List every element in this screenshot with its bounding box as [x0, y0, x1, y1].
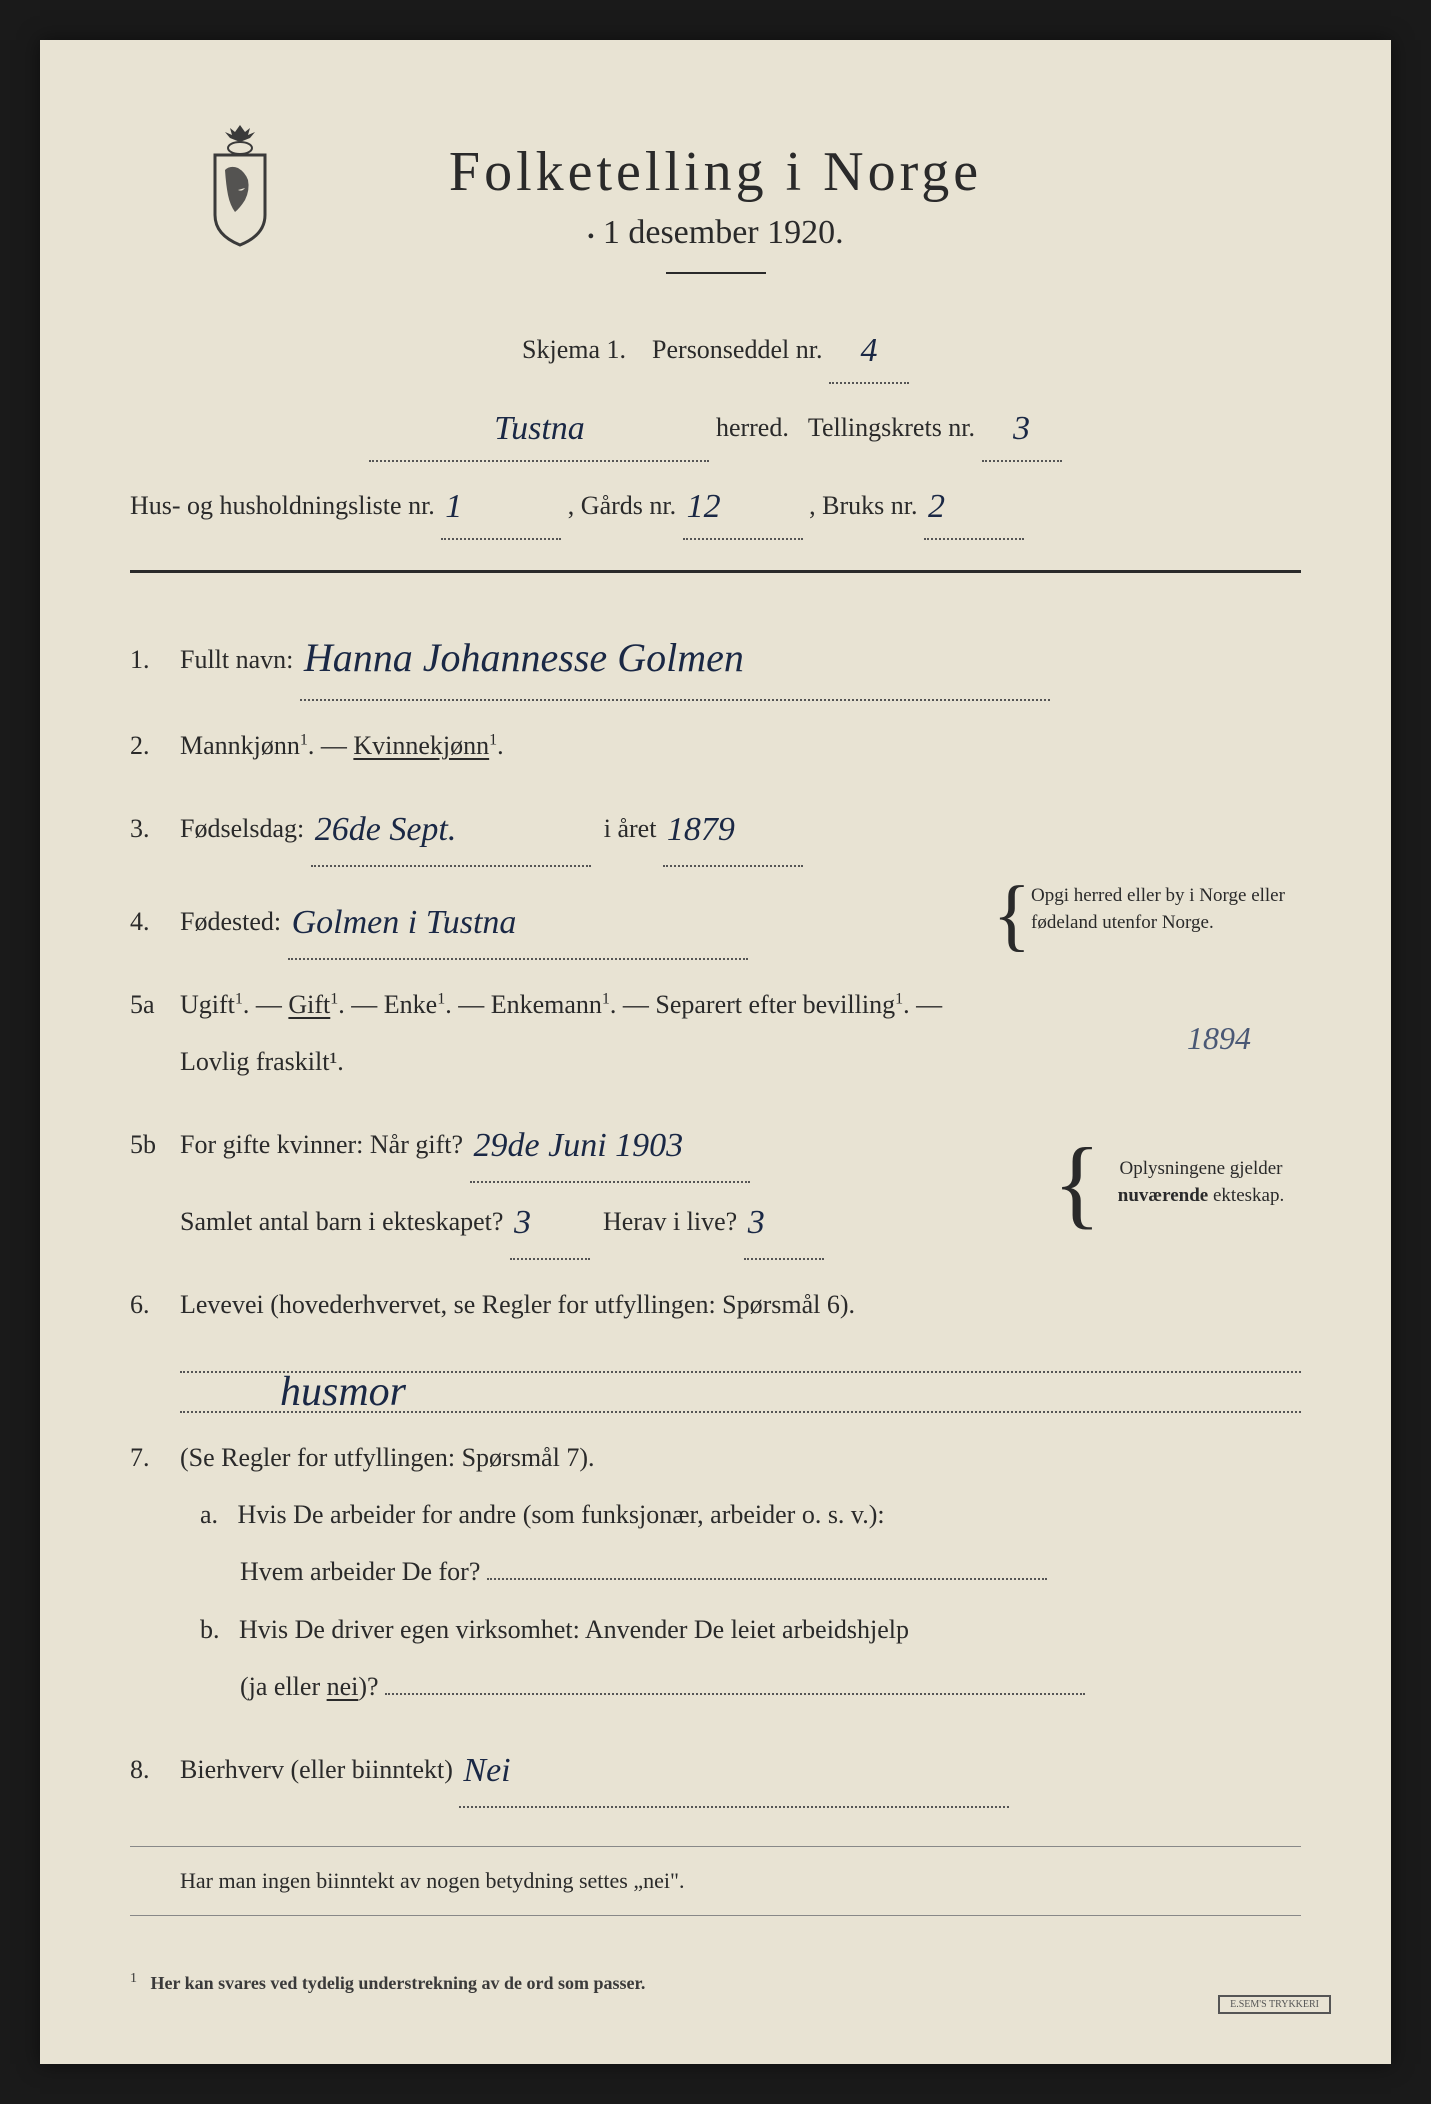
skjema-line: Skjema 1. Personseddel nr. 4: [130, 314, 1301, 384]
brace-icon: {: [993, 883, 1031, 947]
printer-stamp: E.SEM'S TRYKKERI: [1218, 1995, 1331, 2014]
form-header-section: Skjema 1. Personseddel nr. 4 Tustna herr…: [130, 314, 1301, 540]
row-5b-marriage: 5b For gifte kvinner: Når gift? 29de Jun…: [130, 1098, 1301, 1268]
gards-field: 12: [683, 470, 803, 540]
hired-help-field: [385, 1693, 1085, 1695]
row-7b: b. Hvis De driver egen virksomhet: Anven…: [130, 1601, 1301, 1715]
row-7-employment: 7. (Se Regler for utfyllingen: Spørsmål …: [130, 1421, 1301, 1723]
name-field: Hanna Johannesse Golmen: [300, 611, 1050, 701]
children-alive-field: 3: [744, 1183, 824, 1260]
marriage-note: Oplysningene gjelder nuværende ekteskap.: [1101, 1156, 1301, 1209]
birthplace-note: Opgi herred eller by i Norge eller fødel…: [1031, 883, 1301, 936]
document-header: Folketelling i Norge • 1 desember 1920.: [130, 140, 1301, 274]
row-3-birthdate: 3. Fødselsdag: 26de Sept. i året 1879: [130, 782, 1301, 875]
employer-field: [487, 1578, 1047, 1580]
secondary-income-field: Nei: [459, 1731, 1009, 1808]
census-form-document: Folketelling i Norge • 1 desember 1920. …: [40, 40, 1391, 2064]
occupation-field: husmor: [180, 1343, 1301, 1373]
row-2-gender: 2. Mannkjønn1. — Kvinnekjønn1.: [130, 709, 1301, 782]
crest-svg: [190, 120, 290, 250]
brace-icon: {: [1053, 1143, 1101, 1223]
row-6-occupation: 6. Levevei (hovederhvervet, se Regler fo…: [130, 1268, 1301, 1421]
document-title: Folketelling i Norge: [130, 140, 1301, 204]
herred-line: Tustna herred. Tellingskrets nr. 3: [130, 392, 1301, 462]
birthyear-field: 1879: [663, 790, 803, 867]
title-divider: [666, 272, 766, 274]
married-date-field: 29de Juni 1903: [470, 1106, 750, 1183]
norwegian-crest-icon: [190, 120, 290, 250]
document-subtitle: • 1 desember 1920.: [130, 214, 1301, 252]
marital-selected: Gift: [288, 990, 330, 1019]
form-body: 1. Fullt navn: Hanna Johannesse Golmen 2…: [130, 603, 1301, 2004]
margin-year-note: 1894: [1187, 1003, 1251, 1073]
children-total-field: 3: [510, 1183, 590, 1260]
herred-field: Tustna: [369, 392, 709, 462]
personseddel-field: 4: [829, 314, 909, 384]
header-divider: [130, 570, 1301, 573]
birthplace-field: Golmen i Tustna: [288, 883, 748, 960]
row-5a-marital: 5a Ugift1. — Gift1. — Enke1. — Enkemann1…: [130, 968, 1301, 1098]
footnote: 1 Her kan svares ved tydelig understrekn…: [130, 1956, 1301, 2004]
birthday-field: 26de Sept.: [311, 790, 591, 867]
husliste-line: Hus- og husholdningsliste nr. 1 , Gårds …: [130, 470, 1301, 540]
row-8-secondary: 8. Bierhverv (eller biinntekt) Nei: [130, 1723, 1301, 1816]
row-7a: a. Hvis De arbeider for andre (som funks…: [130, 1486, 1301, 1600]
tellingskrets-field: 3: [982, 392, 1062, 462]
row-1-name: 1. Fullt navn: Hanna Johannesse Golmen: [130, 603, 1301, 709]
row-4-birthplace: 4. Fødested: Golmen i Tustna { Opgi herr…: [130, 875, 1301, 968]
footer-note: Har man ingen biinntekt av nogen betydni…: [130, 1846, 1301, 1916]
husliste-field: 1: [441, 470, 561, 540]
gender-selected: Kvinnekjønn: [353, 731, 489, 760]
bruks-field: 2: [924, 470, 1024, 540]
